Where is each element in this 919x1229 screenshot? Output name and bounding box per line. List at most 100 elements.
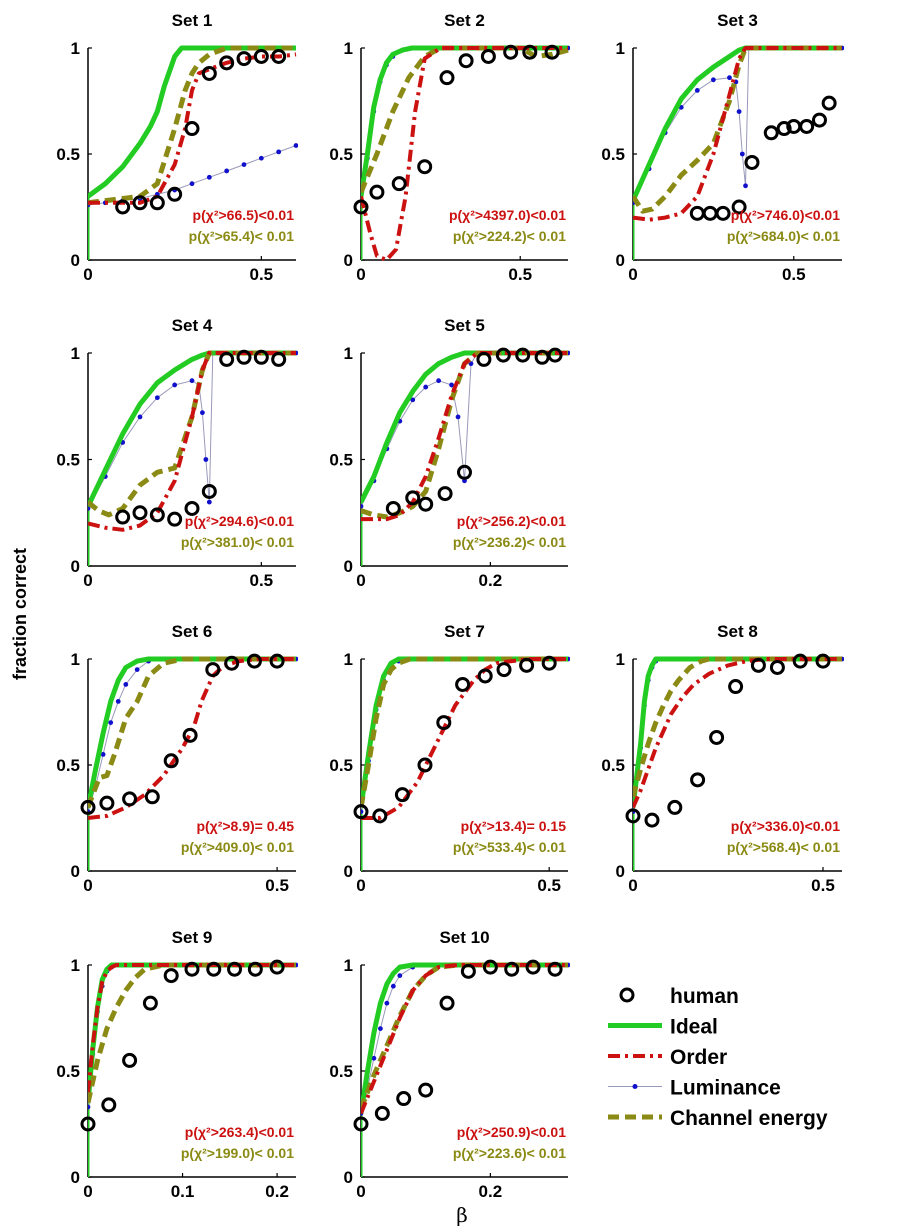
human-point bbox=[667, 799, 683, 815]
x-tick-label: 0.2 bbox=[479, 1182, 503, 1201]
human-point bbox=[811, 112, 827, 128]
human-point bbox=[101, 1097, 117, 1113]
legend-human-marker bbox=[619, 987, 635, 1003]
x-axis-label: β bbox=[456, 1203, 468, 1227]
human-point bbox=[519, 657, 535, 673]
human-point bbox=[547, 961, 563, 977]
y-tick-label: 0.5 bbox=[56, 145, 80, 164]
x-tick-label: 0.1 bbox=[171, 1182, 195, 1201]
x-tick-label: 0.5 bbox=[537, 876, 561, 895]
human-point bbox=[99, 795, 115, 811]
human-point bbox=[269, 653, 285, 669]
stat-annotation-channel: p(χ²>568.4)< 0.01 bbox=[727, 839, 840, 855]
x-tick-label: 0.5 bbox=[250, 571, 274, 590]
luminance-point bbox=[172, 382, 178, 388]
human-point bbox=[206, 961, 222, 977]
luminance-point bbox=[189, 378, 195, 384]
x-tick-label: 0 bbox=[83, 876, 92, 895]
y-tick-label: 0.5 bbox=[601, 756, 625, 775]
y-tick-label: 0.5 bbox=[56, 756, 80, 775]
y-tick-label: 0 bbox=[71, 251, 80, 270]
human-point bbox=[167, 186, 183, 202]
human-point bbox=[247, 961, 263, 977]
human-point bbox=[353, 1116, 369, 1132]
y-tick-label: 1 bbox=[344, 650, 353, 669]
ideal-series-line bbox=[88, 656, 296, 808]
human-point bbox=[132, 195, 148, 211]
human-point bbox=[253, 349, 269, 365]
y-tick-label: 0 bbox=[616, 862, 625, 881]
y-tick-label: 1 bbox=[71, 344, 80, 363]
human-point bbox=[744, 154, 760, 170]
human-point bbox=[372, 808, 388, 824]
order-series-line bbox=[88, 963, 296, 1093]
stat-annotation-channel: p(χ²>199.0)< 0.01 bbox=[181, 1145, 294, 1161]
channel-energy-series-line bbox=[633, 45, 842, 214]
plot-area bbox=[633, 656, 844, 871]
x-tick-label: 0.2 bbox=[265, 1182, 289, 1201]
stat-annotation-channel: p(χ²>223.6)< 0.01 bbox=[453, 1145, 566, 1161]
human-point bbox=[394, 787, 410, 803]
luminance-point bbox=[694, 88, 700, 93]
y-axis-label: fraction correct bbox=[10, 548, 30, 680]
luminance-point bbox=[100, 752, 106, 757]
x-tick-label: 0 bbox=[83, 571, 92, 590]
human-point bbox=[184, 500, 200, 516]
human-point bbox=[417, 757, 433, 773]
luminance-point bbox=[423, 384, 429, 390]
y-tick-label: 0 bbox=[344, 251, 353, 270]
human-point bbox=[271, 351, 287, 367]
human-point bbox=[396, 1091, 412, 1107]
plot-area bbox=[361, 45, 570, 262]
luminance-series-line bbox=[361, 658, 568, 812]
legend-entry-human: human bbox=[619, 985, 739, 1008]
plot-area bbox=[361, 962, 570, 1177]
y-tick-label: 0.5 bbox=[56, 451, 80, 470]
luminance-point bbox=[727, 75, 732, 81]
human-point bbox=[353, 804, 369, 820]
luminance-point bbox=[203, 457, 209, 462]
luminance-point bbox=[736, 109, 742, 114]
stat-annotation-order: p(χ²>66.5)<0.01 bbox=[193, 207, 295, 223]
human-point bbox=[480, 48, 496, 64]
human-point bbox=[246, 653, 262, 669]
luminance-point bbox=[743, 183, 748, 189]
x-tick-label: 0 bbox=[628, 265, 637, 284]
luminance-point bbox=[293, 143, 298, 148]
legend-luminance-marker bbox=[632, 1084, 638, 1089]
human-point bbox=[437, 486, 453, 502]
panel-title: Set 1 bbox=[172, 11, 213, 30]
luminance-point bbox=[88, 1104, 91, 1110]
human-point bbox=[625, 808, 641, 824]
ideal-series-line bbox=[361, 656, 568, 808]
human-point bbox=[482, 959, 498, 975]
stat-annotation-order: p(χ²>4397.0)<0.01 bbox=[449, 207, 566, 223]
panel-set-9: Set 9 0 0.5 1 0 0.1 0.2 p(χ²>263.4)<0.01 p(χ²>19… bbox=[56, 928, 298, 1201]
luminance-point bbox=[390, 983, 396, 989]
luminance-point bbox=[189, 181, 195, 187]
channel-energy-series-line bbox=[633, 656, 842, 798]
luminance-point bbox=[449, 382, 454, 388]
human-point bbox=[792, 653, 808, 669]
y-tick-label: 0 bbox=[344, 862, 353, 881]
human-point bbox=[271, 48, 287, 64]
y-tick-label: 0 bbox=[71, 557, 80, 576]
luminance-point bbox=[154, 395, 160, 401]
human-point bbox=[799, 118, 815, 134]
human-point bbox=[476, 351, 492, 367]
panel-set-8: Set 8 0 0.5 1 0 0.5 p(χ²>336.0)<0.01 p(χ²>568.4… bbox=[601, 622, 844, 895]
human-point bbox=[750, 657, 766, 673]
x-tick-label: 0.2 bbox=[479, 571, 503, 590]
ideal-series-line bbox=[88, 350, 296, 508]
human-point bbox=[728, 679, 744, 695]
human-point bbox=[544, 44, 560, 60]
y-tick-label: 1 bbox=[344, 39, 353, 58]
human-point bbox=[731, 199, 747, 215]
stat-annotation-order: p(χ²>294.6)<0.01 bbox=[185, 513, 294, 529]
human-point bbox=[821, 95, 837, 111]
x-tick-label: 0 bbox=[628, 876, 637, 895]
stat-annotation-channel: p(χ²>381.0)< 0.01 bbox=[181, 534, 294, 550]
channel-energy-series-line bbox=[88, 962, 296, 1104]
panel-title: Set 7 bbox=[444, 622, 485, 641]
stat-annotation-order: p(χ²>256.2)<0.01 bbox=[457, 513, 566, 529]
